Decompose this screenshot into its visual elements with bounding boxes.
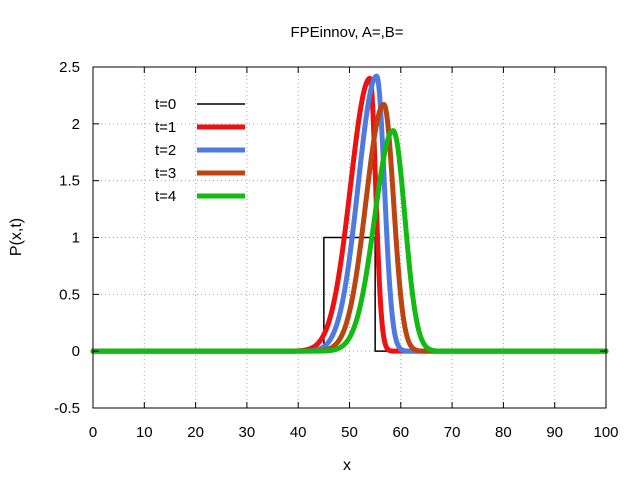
ticks: 0 10 20 30 40 50 60 70 80 90 100 -0.5 0 0.5 1 1.5 2 2.5 <box>54 59 618 441</box>
y-tick-label: 2 <box>72 116 80 133</box>
y-tick-label: 0.5 <box>59 286 80 303</box>
y-tick-label: 0 <box>72 343 80 360</box>
x-tick-label: 20 <box>187 424 204 441</box>
legend-label: t=1 <box>155 119 176 136</box>
series-line-t=4 <box>90 128 609 354</box>
x-tick-label: 100 <box>593 424 618 441</box>
y-tick-label: 2.5 <box>59 59 80 76</box>
x-tick-label: 90 <box>546 424 563 441</box>
y-axis-label: P(x,t) <box>8 218 25 256</box>
x-tick-label: 60 <box>392 424 409 441</box>
x-tick-label: 0 <box>89 424 97 441</box>
x-tick-label: 50 <box>341 424 358 441</box>
curves <box>90 73 609 354</box>
x-tick-label: 30 <box>239 424 256 441</box>
legend: t=0 t=1 t=2 t=3 t=4 <box>155 96 245 205</box>
legend-label: t=0 <box>155 96 176 113</box>
y-tick-label: 1 <box>72 230 80 247</box>
y-tick-label: 1.5 <box>59 173 80 190</box>
x-tick-label: 40 <box>290 424 307 441</box>
legend-label: t=3 <box>155 165 176 182</box>
x-tick-label: 80 <box>495 424 512 441</box>
x-tick-label: 70 <box>444 424 461 441</box>
x-axis-label: x <box>343 457 351 474</box>
legend-label: t=2 <box>155 142 176 159</box>
y-tick-label: -0.5 <box>54 400 80 417</box>
legend-label: t=4 <box>155 188 176 205</box>
chart-title: FPEinnov, A=,B= <box>290 24 403 41</box>
x-tick-label: 10 <box>136 424 153 441</box>
